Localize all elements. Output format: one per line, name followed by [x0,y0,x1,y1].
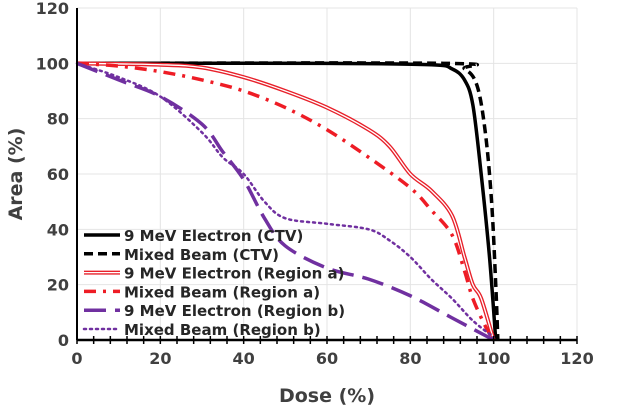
y-tick-label: 40 [47,220,69,239]
y-tick-label: 20 [47,276,69,295]
series-0 [76,61,498,341]
y-tick-label: 80 [47,110,69,129]
series-line [76,61,498,341]
legend-item: 9 MeV Electron (Region b) [84,302,345,320]
y-tick-label: 0 [58,331,69,350]
legend-label: 9 MeV Electron (Region b) [124,302,345,320]
legend-item: 9 MeV Electron (Region a) [84,265,344,283]
y-axis-label: Area (%) [5,128,27,221]
legend-item: Mixed Beam (Region a) [84,283,320,301]
x-tick-label: 20 [149,349,171,368]
series-line [76,61,500,341]
series-line [76,61,495,342]
x-tick-label: 100 [477,349,510,368]
legend-item: 9 MeV Electron (CTV) [84,227,303,245]
y-tick-label: 120 [36,0,69,18]
legend-label: Mixed Beam (CTV) [124,246,279,264]
legend-item: Mixed Beam (Region b) [82,321,321,339]
series-4 [76,61,495,342]
series-group [75,61,500,342]
series-1 [76,61,500,341]
legend-label: 9 MeV Electron (CTV) [124,227,303,245]
y-tick-label: 60 [47,165,69,184]
legend-label: 9 MeV Electron (Region a) [124,265,344,283]
legend-label: Mixed Beam (Region a) [124,283,320,301]
x-tick-label: 80 [399,349,421,368]
series-line [75,62,495,339]
y-tick-label: 100 [36,54,69,73]
legend-label: Mixed Beam (Region b) [124,321,321,339]
x-tick-label: 120 [560,349,593,368]
legend-item: Mixed Beam (CTV) [84,246,279,264]
series-2 [76,61,496,341]
series-3 [76,61,496,341]
series-5 [75,62,495,339]
legend: 9 MeV Electron (CTV)Mixed Beam (CTV)9 Me… [82,227,345,339]
x-axis-label: Dose (%) [279,385,375,407]
axes: 0 20 40 60 80 100 120 0 20 40 60 80 100 120 [36,0,594,368]
x-tick-label: 40 [233,349,255,368]
series-line [76,61,496,341]
x-tick-label: 60 [316,349,338,368]
x-tick-label: 0 [71,349,82,368]
series-line-inner [76,62,495,341]
